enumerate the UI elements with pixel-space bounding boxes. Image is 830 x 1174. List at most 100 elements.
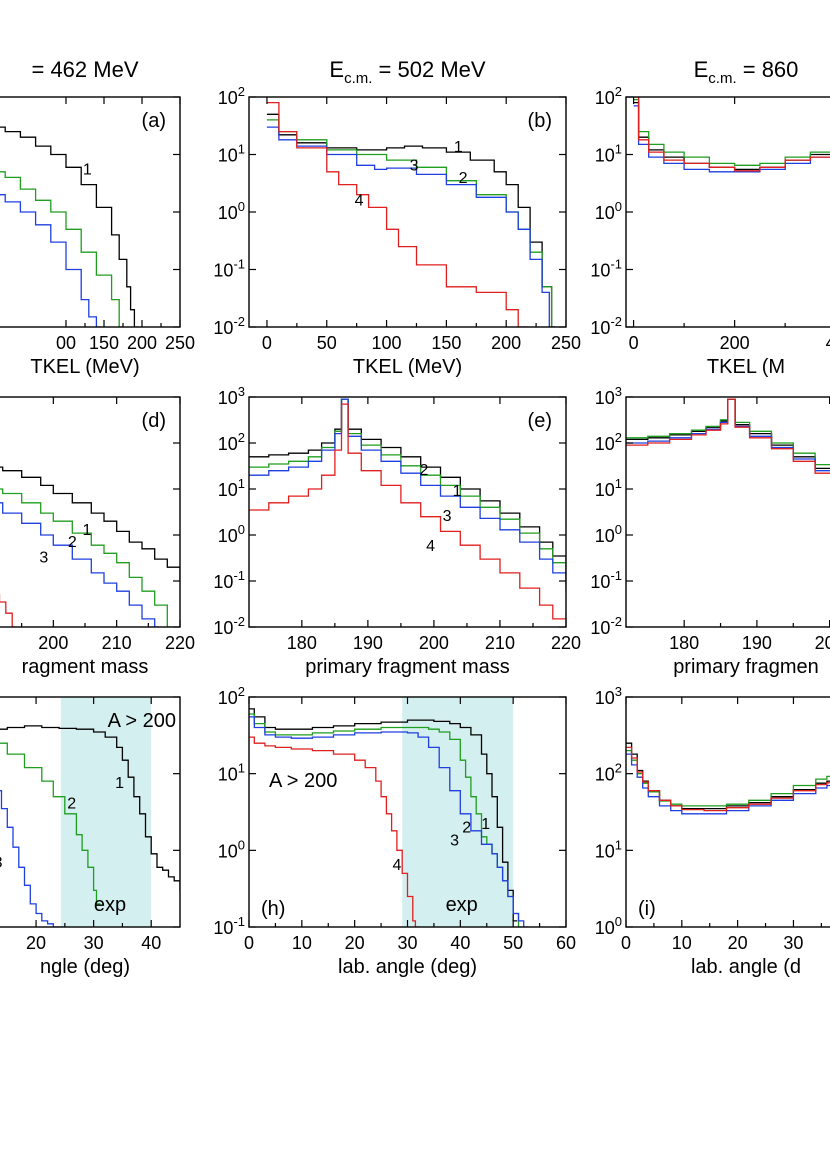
y-tick-label: 101	[595, 837, 622, 861]
curve-label-3: 3	[39, 550, 48, 567]
x-tick-label: 180	[669, 633, 699, 653]
panel-i: 010203040100101102103lab. angle (d(i)	[595, 684, 830, 978]
series-4-curve	[633, 97, 830, 172]
x-tick-label: 40	[450, 933, 470, 953]
series-3-curve	[249, 716, 528, 927]
x-tick-label: 200	[419, 633, 449, 653]
curve-label-3: 3	[450, 833, 459, 850]
x-tick-label: 210	[485, 633, 515, 653]
curve-label-1: 1	[83, 161, 92, 178]
panel-label: (d)	[142, 410, 166, 432]
series-3-curve	[266, 126, 554, 327]
x-tick-label: 250	[551, 333, 581, 353]
x-tick-label: 00	[56, 333, 76, 353]
curve-label-1: 1	[115, 775, 124, 792]
series-4-curve	[626, 398, 830, 474]
x-tick-label: 20	[728, 933, 748, 953]
panel-label: (h)	[261, 898, 285, 920]
x-tick-label: 190	[353, 633, 383, 653]
panel-title: Ec.m. = 502 MeV	[329, 57, 485, 87]
x-axis-label: ragment mass	[22, 656, 149, 678]
x-tick-label: 0	[629, 333, 639, 353]
panel-h: 0 10 20 30 40 50 60 10-1 100 101 102 lab. angle (de…	[213, 684, 576, 978]
series-1-curve	[0, 126, 139, 327]
series-4-curve	[266, 101, 529, 327]
series-1-curve	[633, 101, 830, 171]
x-tick-label: 30	[397, 933, 417, 953]
y-tick-label: 100	[595, 522, 622, 546]
x-tick-label: 200	[720, 333, 750, 353]
curve-label-2: 2	[68, 534, 77, 551]
series-3-curve	[626, 753, 830, 815]
y-tick-label: 101	[595, 476, 622, 500]
series-2-curve	[249, 398, 566, 587]
y-tick-label: 10-2	[213, 314, 245, 338]
x-tick-label: 200	[815, 633, 830, 653]
x-tick-label: 150	[431, 333, 461, 353]
x-tick-label: 200	[491, 333, 521, 353]
y-tick-label: 102	[218, 684, 245, 708]
curve-label-4: 4	[355, 192, 364, 209]
panel-f: 180 190 200 10-2 10-1 100 101 102 103 primary fra…	[590, 384, 830, 678]
x-tick-label: 220	[551, 633, 581, 653]
panel-e: 180 190 200 210 220 10-2 10-1 100 101 102 103 prima…	[213, 384, 581, 678]
y-tick-label: 10-2	[590, 614, 622, 638]
y-tick-label: 100	[595, 199, 622, 223]
y-tick-label: 102	[595, 84, 622, 108]
x-axis-label: lab. angle (d	[691, 956, 801, 978]
x-tick-label: 0	[244, 933, 254, 953]
series-1-curve	[249, 708, 518, 922]
x-tick-label: 10	[672, 933, 692, 953]
x-tick-label: 0	[621, 933, 631, 953]
curve-label-3: 3	[443, 508, 452, 525]
x-axis-label: lab. angle (deg)	[338, 956, 477, 978]
curve-label-2: 2	[459, 170, 468, 187]
x-tick-label: 50	[317, 333, 337, 353]
y-tick-label: 100	[218, 199, 245, 223]
mass-cut-annotation: A > 200	[108, 710, 176, 732]
y-tick-label: 100	[218, 522, 245, 546]
series-3-curve	[249, 398, 566, 592]
series-3-curve	[0, 194, 101, 327]
mass-cut-annotation: A > 200	[269, 770, 337, 792]
series-3-curve	[0, 502, 159, 627]
y-tick-label: 10-1	[213, 914, 245, 938]
panel-label: (e)	[528, 410, 552, 432]
y-tick-label: 102	[218, 84, 245, 108]
plot-frame	[625, 696, 830, 928]
y-tick-label: 10-1	[213, 568, 245, 592]
y-tick-label: 100	[595, 914, 622, 938]
series-4-curve	[626, 746, 830, 812]
panel-label: (a)	[142, 110, 166, 132]
series-3-curve	[626, 398, 830, 472]
exp-label: exp	[94, 894, 126, 916]
x-tick-label: 250	[165, 333, 195, 353]
series-2-curve	[0, 171, 124, 327]
curve-label-2: 2	[420, 462, 429, 479]
series-2-curve	[633, 98, 830, 166]
x-axis-label: primary fragment mass	[305, 656, 510, 678]
x-tick-label: 200	[127, 333, 157, 353]
x-tick-label: 30	[84, 933, 104, 953]
panel-label: (i)	[638, 898, 656, 920]
curve-label-3: 3	[410, 157, 419, 174]
y-tick-label: 101	[218, 142, 245, 166]
series-2-curve	[0, 742, 101, 905]
x-axis-label: TKEL (MeV)	[353, 356, 462, 378]
curve-label-1: 1	[454, 139, 463, 156]
y-tick-label: 103	[595, 384, 622, 408]
curve-label-2: 2	[67, 796, 76, 813]
x-tick-label: 20	[345, 933, 365, 953]
plot-frame	[625, 96, 830, 328]
series-2-curve	[626, 749, 830, 807]
panel-b: 0 50 100 150 200 250 10-2 10-1 100 101 102 TKEL (Me…	[213, 57, 581, 378]
series-1-curve	[626, 398, 830, 470]
x-tick-label: 190	[742, 633, 772, 653]
series-4-curve	[249, 403, 566, 620]
y-tick-label: 103	[595, 684, 622, 708]
exp-label: exp	[446, 894, 478, 916]
x-tick-label: 180	[287, 633, 317, 653]
x-tick-label: 10	[292, 933, 312, 953]
